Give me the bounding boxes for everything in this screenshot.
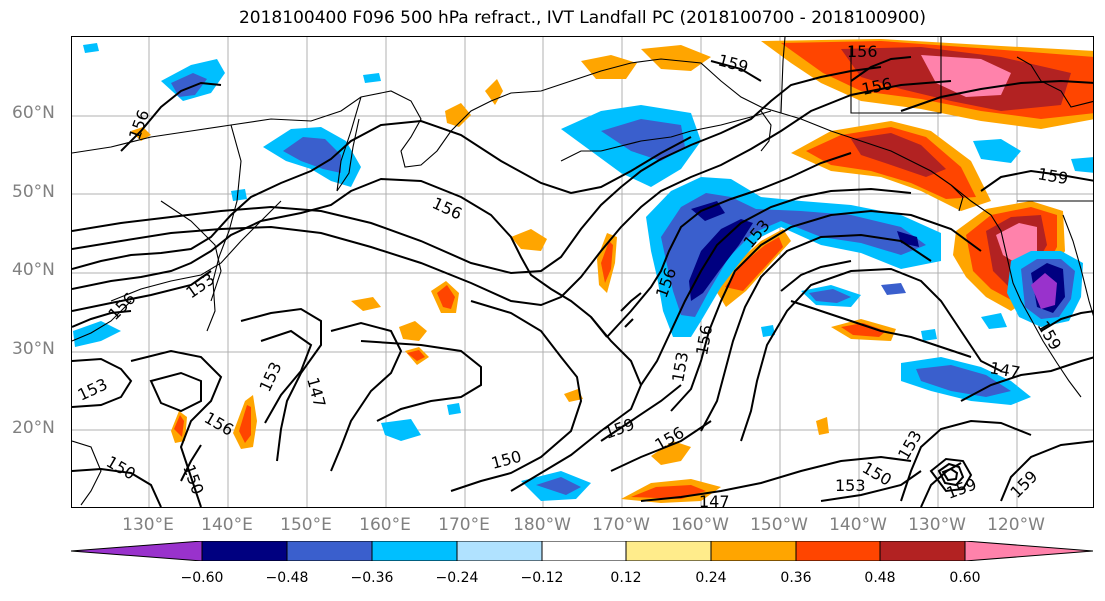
map-canvas: 156 159 156 159 156 153 156 156 153 153 …	[72, 37, 1093, 508]
contour-label: 156	[104, 289, 139, 324]
map-panel: 156 159 156 159 156 153 156 156 153 153 …	[71, 36, 1094, 508]
lon-label-160e: 160°E	[359, 515, 411, 535]
lat-label-40n: 40°N	[12, 260, 55, 280]
colorbar-segment	[287, 541, 372, 561]
colorbar-tick-label: −0.48	[265, 570, 309, 586]
contour-label: 150	[179, 462, 207, 497]
colorbar-tick-label: 0.60	[949, 570, 981, 586]
colorbar-tick-label: 0.48	[864, 570, 896, 586]
colorbar-segment	[711, 541, 796, 561]
positive-anomaly-shading	[131, 39, 1093, 503]
contour-label: 159	[944, 474, 979, 502]
contour-label: 147	[699, 492, 730, 508]
contour-label: 153	[75, 374, 111, 404]
contour-label: 153	[255, 359, 285, 395]
lon-label-130w: 130°W	[908, 515, 966, 535]
contour-label: 153	[668, 350, 692, 383]
lat-label-20n: 20°N	[12, 418, 55, 438]
colorbar-tick-label: 0.36	[780, 570, 812, 586]
lon-label-160w: 160°W	[671, 515, 729, 535]
colorbar-tick-label: −0.12	[520, 570, 564, 586]
colorbar-segment	[372, 541, 457, 561]
colorbar-tick-label: −0.24	[435, 570, 479, 586]
contour-label: 150	[103, 452, 139, 484]
lon-label-120w: 120°W	[987, 515, 1045, 535]
colorbar-segment	[880, 541, 965, 561]
contour-label: 159	[602, 414, 637, 442]
lon-label-140e: 140°E	[201, 515, 253, 535]
colorbar-segment	[202, 541, 287, 561]
contour-label: 159	[716, 51, 750, 77]
contour-label: 156	[847, 42, 878, 61]
negative-anomaly-shading	[73, 43, 1093, 501]
contour-label: 153	[835, 476, 866, 495]
contour-label: 156	[201, 408, 237, 440]
map-title: 2018100400 F096 500 hPa refract., IVT La…	[238, 8, 926, 28]
lon-label-130e: 130°E	[122, 515, 174, 535]
colorbar-segment	[542, 541, 626, 561]
lat-label-60n: 60°N	[12, 103, 55, 123]
coastlines	[72, 37, 1093, 506]
colorbar-segment	[626, 541, 711, 561]
colorbar-tick-label: 0.24	[695, 570, 727, 586]
colorbar	[71, 541, 1093, 561]
lon-label-150e: 150°E	[280, 515, 332, 535]
lon-label-180w: 180°W	[513, 515, 571, 535]
colorbar-tick-label: −0.36	[350, 570, 394, 586]
lon-label-140w: 140°W	[829, 515, 887, 535]
lat-label-50n: 50°N	[12, 182, 55, 202]
refractivity-contours	[72, 56, 1093, 507]
contour-label: 159	[1036, 164, 1069, 188]
colorbar-segment	[457, 541, 542, 561]
lon-label-170w: 170°W	[592, 515, 650, 535]
lat-label-30n: 30°N	[12, 339, 55, 359]
colorbar-tick-label: 0.12	[610, 570, 642, 586]
contour-label: 153	[182, 269, 218, 302]
lon-label-170e: 170°E	[438, 515, 490, 535]
colorbar-segment	[965, 541, 1093, 561]
contour-label-group: 156 159 156 159 156 153 156 156 153 153 …	[75, 42, 1070, 508]
contour-label: 156	[429, 193, 465, 223]
colorbar-tick-label: −0.60	[180, 570, 224, 586]
colorbar-segment	[796, 541, 880, 561]
colorbar-tick-marks	[201, 541, 966, 561]
colorbar-segment	[71, 541, 202, 561]
contour-label: 153	[894, 427, 926, 463]
contour-label: 159	[1006, 467, 1041, 502]
lon-label-150w: 150°W	[750, 515, 808, 535]
